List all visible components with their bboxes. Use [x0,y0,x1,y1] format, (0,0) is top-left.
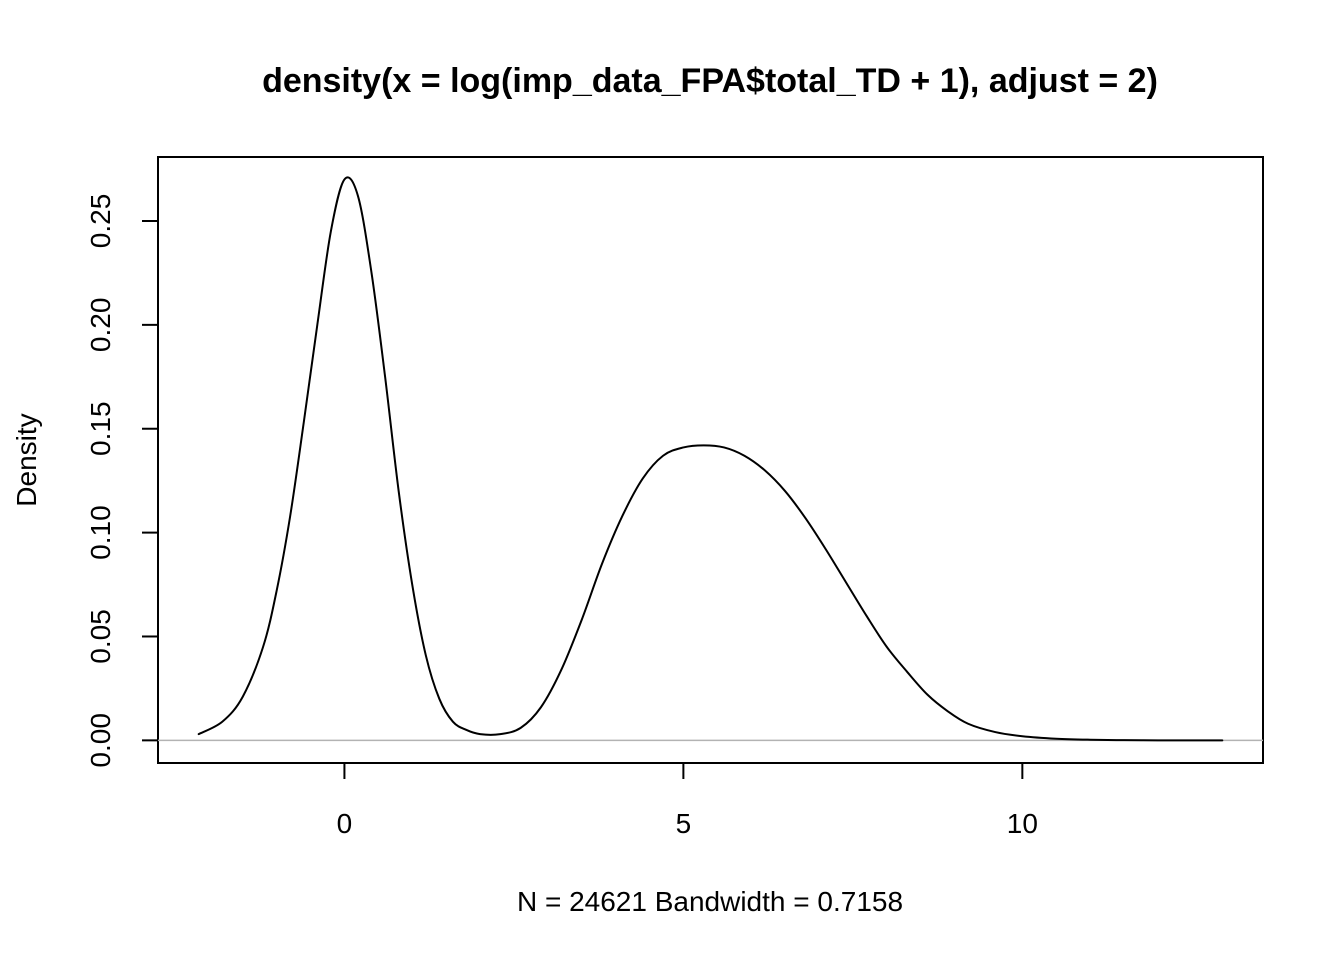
x-tick-label: 0 [337,808,353,839]
chart-title: density(x = log(imp_data_FPA$total_TD + … [262,62,1158,100]
density-curve [197,176,1224,742]
y-tick-label: 0.25 [85,194,116,249]
y-axis: 0.00 0.05 0.10 0.15 0.20 0.25 [85,194,159,768]
y-tick-label: 0.20 [85,298,116,353]
x-tick-label: 5 [676,808,692,839]
y-tick-label: 0.00 [85,713,116,768]
y-tick-label: 0.10 [85,505,116,560]
x-axis-label: N = 24621 Bandwidth = 0.7158 [517,886,903,917]
y-tick-label: 0.05 [85,609,116,664]
x-tick-label: 10 [1007,808,1038,839]
y-axis-label: Density [11,413,42,506]
x-axis: 0 5 10 [337,762,1038,839]
series-layer [197,176,1224,742]
y-tick-label: 0.15 [85,401,116,456]
